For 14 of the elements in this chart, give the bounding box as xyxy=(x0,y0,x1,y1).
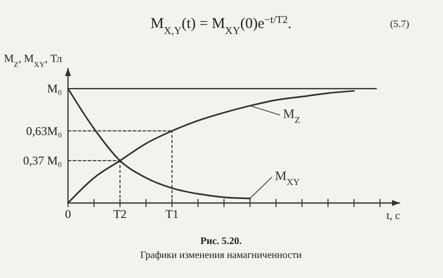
y-tick-label: M₀ xyxy=(47,82,62,96)
text: (5.7) xyxy=(390,19,410,30)
text: M$_{XY}$ xyxy=(275,168,300,187)
text: Графики изменения намагниченности xyxy=(140,250,302,261)
x-tick-label: 0 xyxy=(65,207,71,221)
x-tick-label: T2 xyxy=(113,207,127,221)
text: Рис. 5.20. xyxy=(200,236,242,247)
y-axis-title: M$_{Z}$, M$_{XY}$, Тл xyxy=(4,53,63,68)
y-tick-label: 0,63M₀ xyxy=(26,124,62,138)
y-tick-label: 0,37 M₀ xyxy=(23,154,62,168)
x-tick-label: T1 xyxy=(165,207,179,221)
text: M$_{X,Y}$(t) = M$_{XY}$(0)e$^{−t/T2}$. xyxy=(150,14,292,36)
legend-label: M$_{Z}$ xyxy=(283,106,301,125)
x-axis-title: t, с xyxy=(386,210,400,222)
